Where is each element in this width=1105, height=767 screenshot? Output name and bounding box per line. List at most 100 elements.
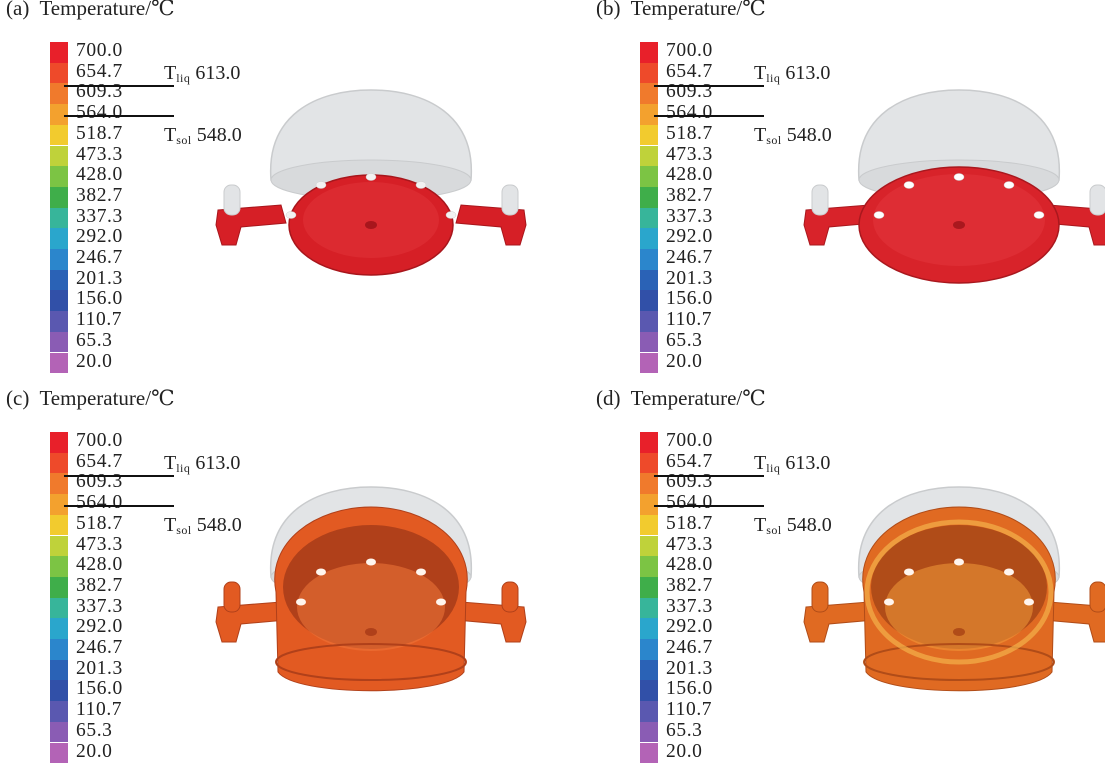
- vent-hole: [873, 211, 885, 219]
- vent-hole: [1024, 598, 1034, 606]
- legend-tick-label: 473.3: [76, 143, 123, 165]
- legend-swatch: [640, 166, 658, 187]
- riser-top: [223, 184, 241, 216]
- vent-hole: [315, 181, 327, 189]
- riser-top: [811, 581, 829, 613]
- legend-tick-label: 110.7: [666, 309, 713, 331]
- legend-tick-label: 428.0: [666, 554, 713, 576]
- legend-tick-label: 700.0: [666, 40, 713, 61]
- vent-hole: [953, 173, 965, 181]
- legend-swatch: [640, 207, 658, 229]
- legend-tick-label: 564.0: [666, 102, 713, 124]
- legend-tick-label: 156.0: [76, 288, 123, 310]
- legend-tick-label: 428.0: [76, 164, 123, 186]
- riser-top: [501, 184, 519, 216]
- legend-swatch: [640, 42, 658, 63]
- marker-line: [64, 505, 174, 507]
- legend-swatch: [50, 352, 68, 374]
- legend-swatch: [640, 576, 658, 598]
- legend-tick-label: 609.3: [666, 471, 713, 493]
- liquidus-label: Tliq 613.0: [754, 452, 831, 475]
- riser-top: [1089, 581, 1105, 613]
- legend-tick-label: 337.3: [76, 205, 123, 227]
- vent-hole: [1004, 568, 1014, 576]
- legend-swatch: [640, 597, 658, 619]
- legend-swatch: [640, 269, 658, 291]
- legend-tick-label: 473.3: [666, 533, 713, 555]
- legend-tick-label: 337.3: [666, 595, 713, 617]
- legend-tick-label: 65.3: [76, 329, 113, 351]
- riser-top: [223, 581, 241, 613]
- legend-swatch: [640, 124, 658, 146]
- legend-swatch: [640, 556, 658, 577]
- legend-tick-label: 292.0: [666, 616, 713, 638]
- legend-swatch: [640, 742, 658, 764]
- panel-heading: Temperature/℃: [39, 386, 175, 410]
- legend-tick-label: 428.0: [76, 554, 123, 576]
- legend-tick-label: 110.7: [666, 699, 713, 721]
- legend-tick-label: 246.7: [76, 247, 123, 268]
- hub-hole: [953, 628, 965, 636]
- legend-swatch: [640, 145, 658, 167]
- legend-swatch: [640, 83, 658, 105]
- legend-tick-label: 382.7: [76, 184, 123, 206]
- legend-tick-label: 20.0: [76, 350, 113, 372]
- legend-swatch: [50, 104, 68, 125]
- legend-tick-label: 518.7: [666, 512, 713, 534]
- vent-hole: [415, 181, 427, 189]
- legend-tick-label: 292.0: [666, 226, 713, 248]
- legend-swatch: [50, 331, 68, 353]
- legend-tick-label: 654.7: [76, 60, 123, 82]
- legend-tick-label: 382.7: [666, 574, 713, 596]
- legend-swatch: [50, 145, 68, 167]
- legend-swatch: [50, 639, 68, 660]
- legend-tick-label: 609.3: [666, 81, 713, 103]
- legend-tick-label: 518.7: [666, 122, 713, 144]
- legend-tick-label: 518.7: [76, 512, 123, 534]
- marker-line: [654, 475, 764, 477]
- legend-tick-label: 110.7: [76, 309, 123, 331]
- rim-flange: [275, 643, 467, 681]
- legend-tick-label: 246.7: [666, 247, 713, 268]
- rim-render: [215, 89, 527, 276]
- legend-tick-label: 382.7: [666, 184, 713, 206]
- legend-swatch: [640, 290, 658, 312]
- vent-hole: [366, 558, 376, 566]
- hub-hole: [953, 221, 965, 229]
- legend-swatch: [50, 494, 68, 515]
- legend-swatch: [50, 249, 68, 270]
- legend-swatch: [50, 742, 68, 764]
- legend-tick-label: 20.0: [666, 350, 703, 372]
- legend-tick-label: 156.0: [666, 288, 713, 310]
- legend-swatch: [640, 432, 658, 453]
- legend-swatch: [640, 639, 658, 660]
- legend-swatch: [640, 721, 658, 743]
- panel-heading: Temperature/℃: [630, 0, 766, 20]
- legend-swatch: [50, 207, 68, 229]
- legend-tick-label: 654.7: [76, 450, 123, 472]
- panel-label: (c): [6, 386, 30, 410]
- solidus-label: Tsol 548.0: [164, 514, 242, 537]
- legend-swatch: [640, 228, 658, 249]
- legend-tick-label: 609.3: [76, 81, 123, 103]
- panel-title: (c) Temperature/℃: [6, 386, 175, 411]
- legend-swatch: [50, 680, 68, 702]
- legend-swatch: [50, 576, 68, 598]
- legend-tick-label: 337.3: [666, 205, 713, 227]
- riser-top: [811, 184, 829, 216]
- legend-swatch: [640, 618, 658, 639]
- vent-hole: [436, 598, 446, 606]
- legend-swatch: [50, 124, 68, 146]
- solidified-band: [864, 519, 1054, 665]
- legend-swatch: [50, 514, 68, 536]
- rim-flange: [863, 643, 1055, 681]
- legend-swatch: [50, 721, 68, 743]
- vent-hole: [904, 568, 914, 576]
- vent-hole: [445, 211, 457, 219]
- legend-tick-label: 654.7: [666, 60, 713, 82]
- panel-c: (c) Temperature/℃ 700.0 654.7 609.3 564.0 51…: [6, 386, 558, 767]
- solidus-label: Tsol 548.0: [754, 514, 832, 537]
- legend-swatch: [50, 269, 68, 291]
- legend-swatch: [640, 494, 658, 515]
- legend-swatch: [640, 104, 658, 125]
